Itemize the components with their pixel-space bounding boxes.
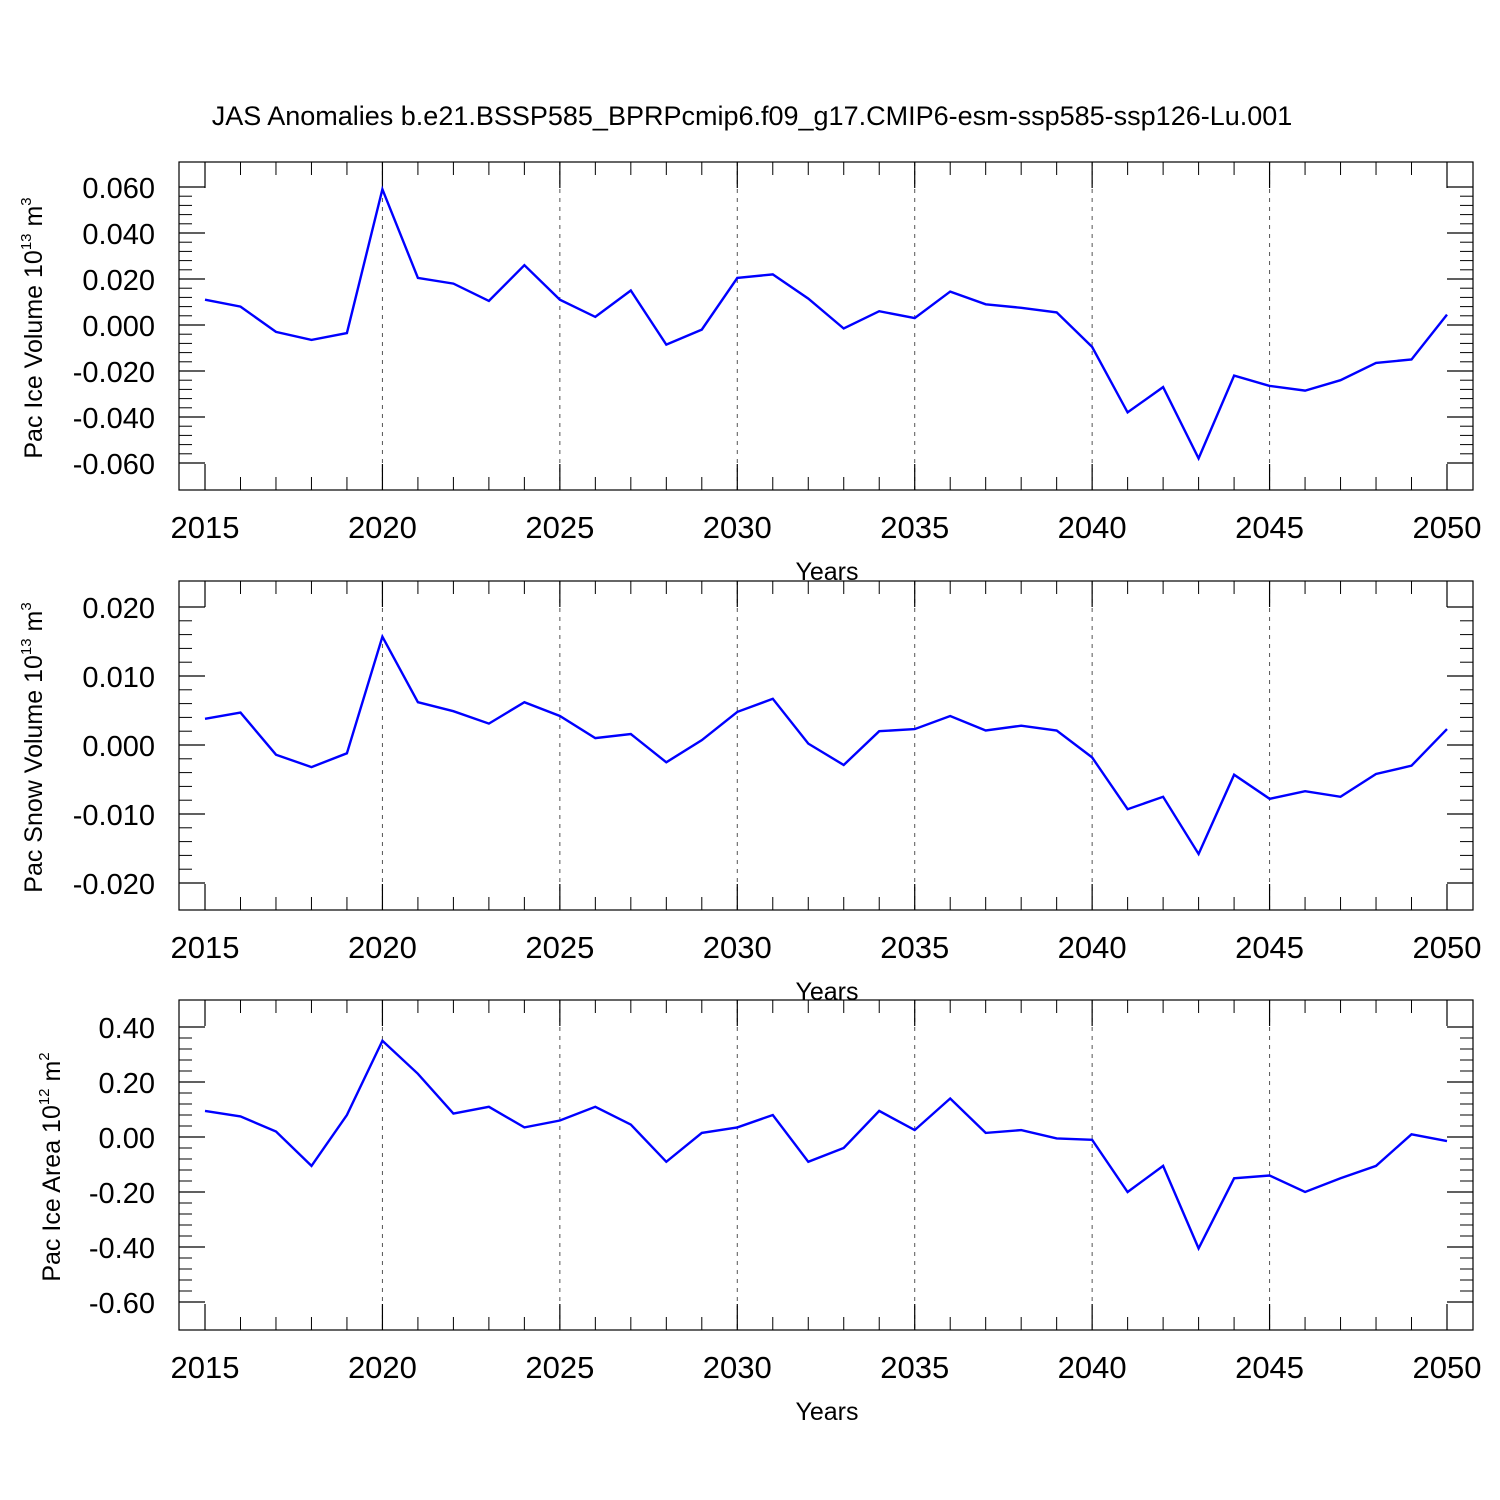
xtick-label: 2035 xyxy=(880,930,949,965)
y-axis-label: Pac Snow Volume 1013 m3 xyxy=(18,602,48,892)
xtick-label: 2045 xyxy=(1235,1350,1304,1385)
xtick-label: 2030 xyxy=(703,510,772,545)
ytick-label: 0.000 xyxy=(82,311,155,343)
xtick-label: 2015 xyxy=(171,510,240,545)
ytick-label: -0.010 xyxy=(73,800,155,832)
xtick-label: 2025 xyxy=(525,930,594,965)
xtick-label: 2035 xyxy=(880,510,949,545)
xtick-label: 2050 xyxy=(1413,1350,1482,1385)
ytick-label: -0.20 xyxy=(89,1178,155,1210)
ytick-label: 0.020 xyxy=(82,593,155,625)
xtick-label: 2020 xyxy=(348,1350,417,1385)
xtick-label: 2045 xyxy=(1235,510,1304,545)
xtick-label: 2020 xyxy=(348,510,417,545)
ytick-label: 0.010 xyxy=(82,662,155,694)
y-axis-label: Pac Ice Volume 1013 m3 xyxy=(18,197,48,458)
x-axis-label: Years xyxy=(795,1398,858,1426)
xtick-label: 2030 xyxy=(703,1350,772,1385)
series-line-ice-area xyxy=(204,1038,1448,1252)
xtick-label: 2020 xyxy=(348,930,417,965)
plot-frame xyxy=(178,161,1474,491)
xtick-label: 2015 xyxy=(171,1350,240,1385)
plot-frame xyxy=(178,999,1474,1331)
ytick-label: 0.00 xyxy=(99,1123,155,1155)
xtick-label: 2045 xyxy=(1235,930,1304,965)
x-axis-label: Years xyxy=(795,558,858,586)
ytick-label: -0.040 xyxy=(73,403,155,435)
ytick-label: 0.000 xyxy=(82,731,155,763)
chart-panels: -0.060 -0.040 -0.020 0.000 0.020 0.040 0.060 20… xyxy=(18,161,1482,1426)
xtick-label: 2050 xyxy=(1413,930,1482,965)
ytick-label: -0.060 xyxy=(73,449,155,481)
ytick-label: 0.40 xyxy=(99,1013,155,1045)
xtick-label: 2030 xyxy=(703,930,772,965)
xtick-label: 2035 xyxy=(880,1350,949,1385)
ytick-label: -0.40 xyxy=(89,1233,155,1265)
series-line-snow-volume xyxy=(204,633,1448,857)
xtick-label: 2040 xyxy=(1058,510,1127,545)
xtick-label: 2025 xyxy=(525,510,594,545)
series-line-ice-volume xyxy=(204,185,1448,462)
ytick-label: 0.040 xyxy=(82,219,155,251)
ytick-label: -0.020 xyxy=(73,357,155,389)
figure-title: JAS Anomalies b.e21.BSSP585_BPRPcmip6.f0… xyxy=(212,101,1293,131)
panel-ice-area: -0.60 -0.40 -0.20 0.00 0.20 0.40 2015 2020 2025 2… xyxy=(36,999,1482,1426)
ytick-label: -0.020 xyxy=(73,869,155,901)
ytick-label: -0.60 xyxy=(89,1288,155,1320)
panel-ice-volume: -0.060 -0.040 -0.020 0.000 0.020 0.040 0.060 20… xyxy=(18,161,1482,586)
y-axis-label: Pac Ice Area 1012 m2 xyxy=(36,1052,66,1281)
xtick-label: 2050 xyxy=(1413,510,1482,545)
panel-snow-volume: -0.020 -0.010 0.000 0.010 0.020 2015 2020 2025 2… xyxy=(18,580,1482,1006)
xtick-label: 2040 xyxy=(1058,930,1127,965)
xtick-label: 2025 xyxy=(525,1350,594,1385)
ytick-label: 0.060 xyxy=(82,173,155,205)
ytick-label: 0.20 xyxy=(99,1068,155,1100)
xtick-label: 2015 xyxy=(171,930,240,965)
x-axis-label: Years xyxy=(795,978,858,1006)
ytick-label: 0.020 xyxy=(82,265,155,297)
xtick-label: 2040 xyxy=(1058,1350,1127,1385)
